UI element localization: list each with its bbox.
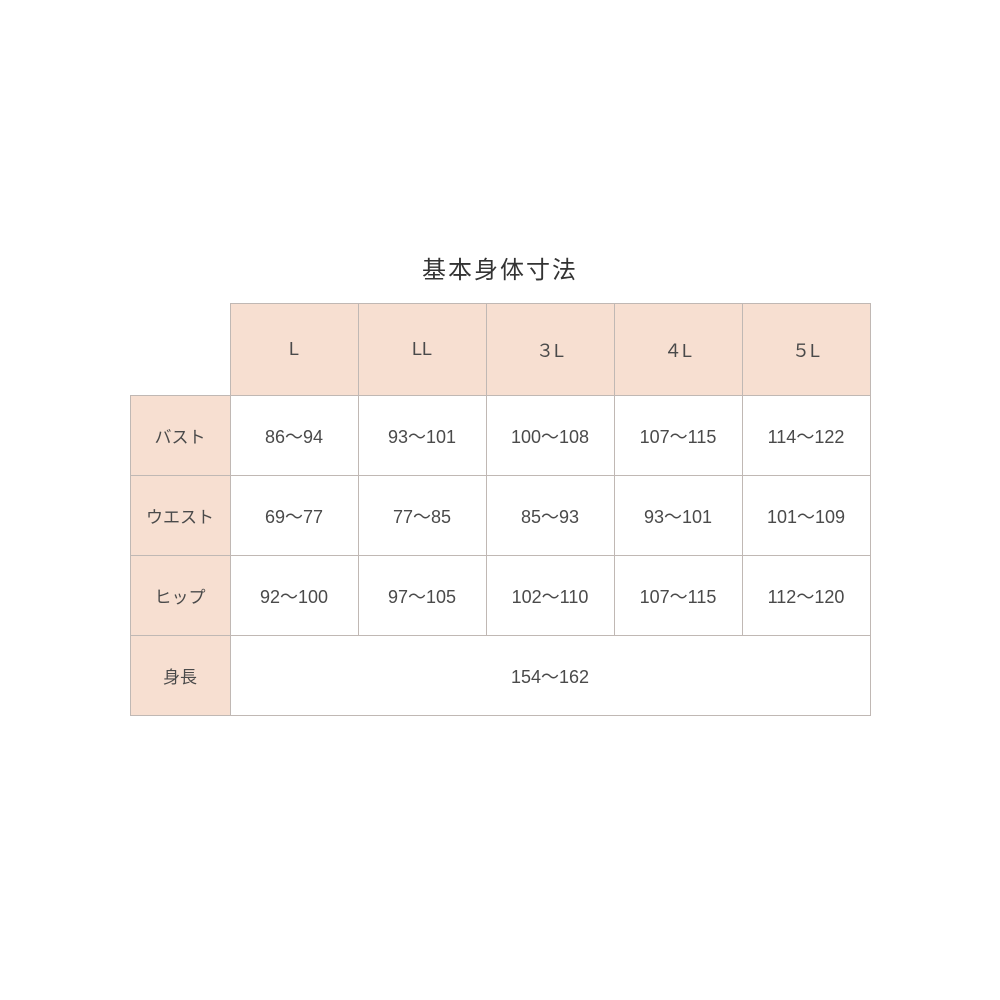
size-table: L LL ３L ４L ５L バスト 86～94 93～101 100～108 1… (130, 303, 871, 716)
data-cell: 92～100 (230, 556, 358, 636)
table-row: ヒップ 92～100 97～105 102～110 107～115 112～12… (130, 556, 870, 636)
row-label-height: 身長 (130, 636, 230, 716)
header-row: L LL ３L ４L ５L (130, 304, 870, 396)
data-cell: 114～122 (742, 396, 870, 476)
table-title: 基本身体寸法 (422, 250, 578, 285)
size-header-1: LL (358, 304, 486, 396)
data-cell: 93～101 (614, 476, 742, 556)
data-cell: 69～77 (230, 476, 358, 556)
size-header-2: ３L (486, 304, 614, 396)
data-cell: 107～115 (614, 556, 742, 636)
size-header-3: ４L (614, 304, 742, 396)
data-cell: 97～105 (358, 556, 486, 636)
data-cell: 93～101 (358, 396, 486, 476)
size-header-4: ５L (742, 304, 870, 396)
data-cell: 77～85 (358, 476, 486, 556)
empty-corner (130, 304, 230, 396)
table-row-height: 身長 154～162 (130, 636, 870, 716)
row-label-bust: バスト (130, 396, 230, 476)
data-cell: 112～120 (742, 556, 870, 636)
data-cell: 85～93 (486, 476, 614, 556)
data-cell: 107～115 (614, 396, 742, 476)
row-label-hip: ヒップ (130, 556, 230, 636)
data-cell: 100～108 (486, 396, 614, 476)
row-label-waist: ウエスト (130, 476, 230, 556)
height-value: 154～162 (230, 636, 870, 716)
data-cell: 86～94 (230, 396, 358, 476)
data-cell: 102～110 (486, 556, 614, 636)
data-cell: 101～109 (742, 476, 870, 556)
size-header-0: L (230, 304, 358, 396)
table-row: バスト 86～94 93～101 100～108 107～115 114～122 (130, 396, 870, 476)
table-row: ウエスト 69～77 77～85 85～93 93～101 101～109 (130, 476, 870, 556)
